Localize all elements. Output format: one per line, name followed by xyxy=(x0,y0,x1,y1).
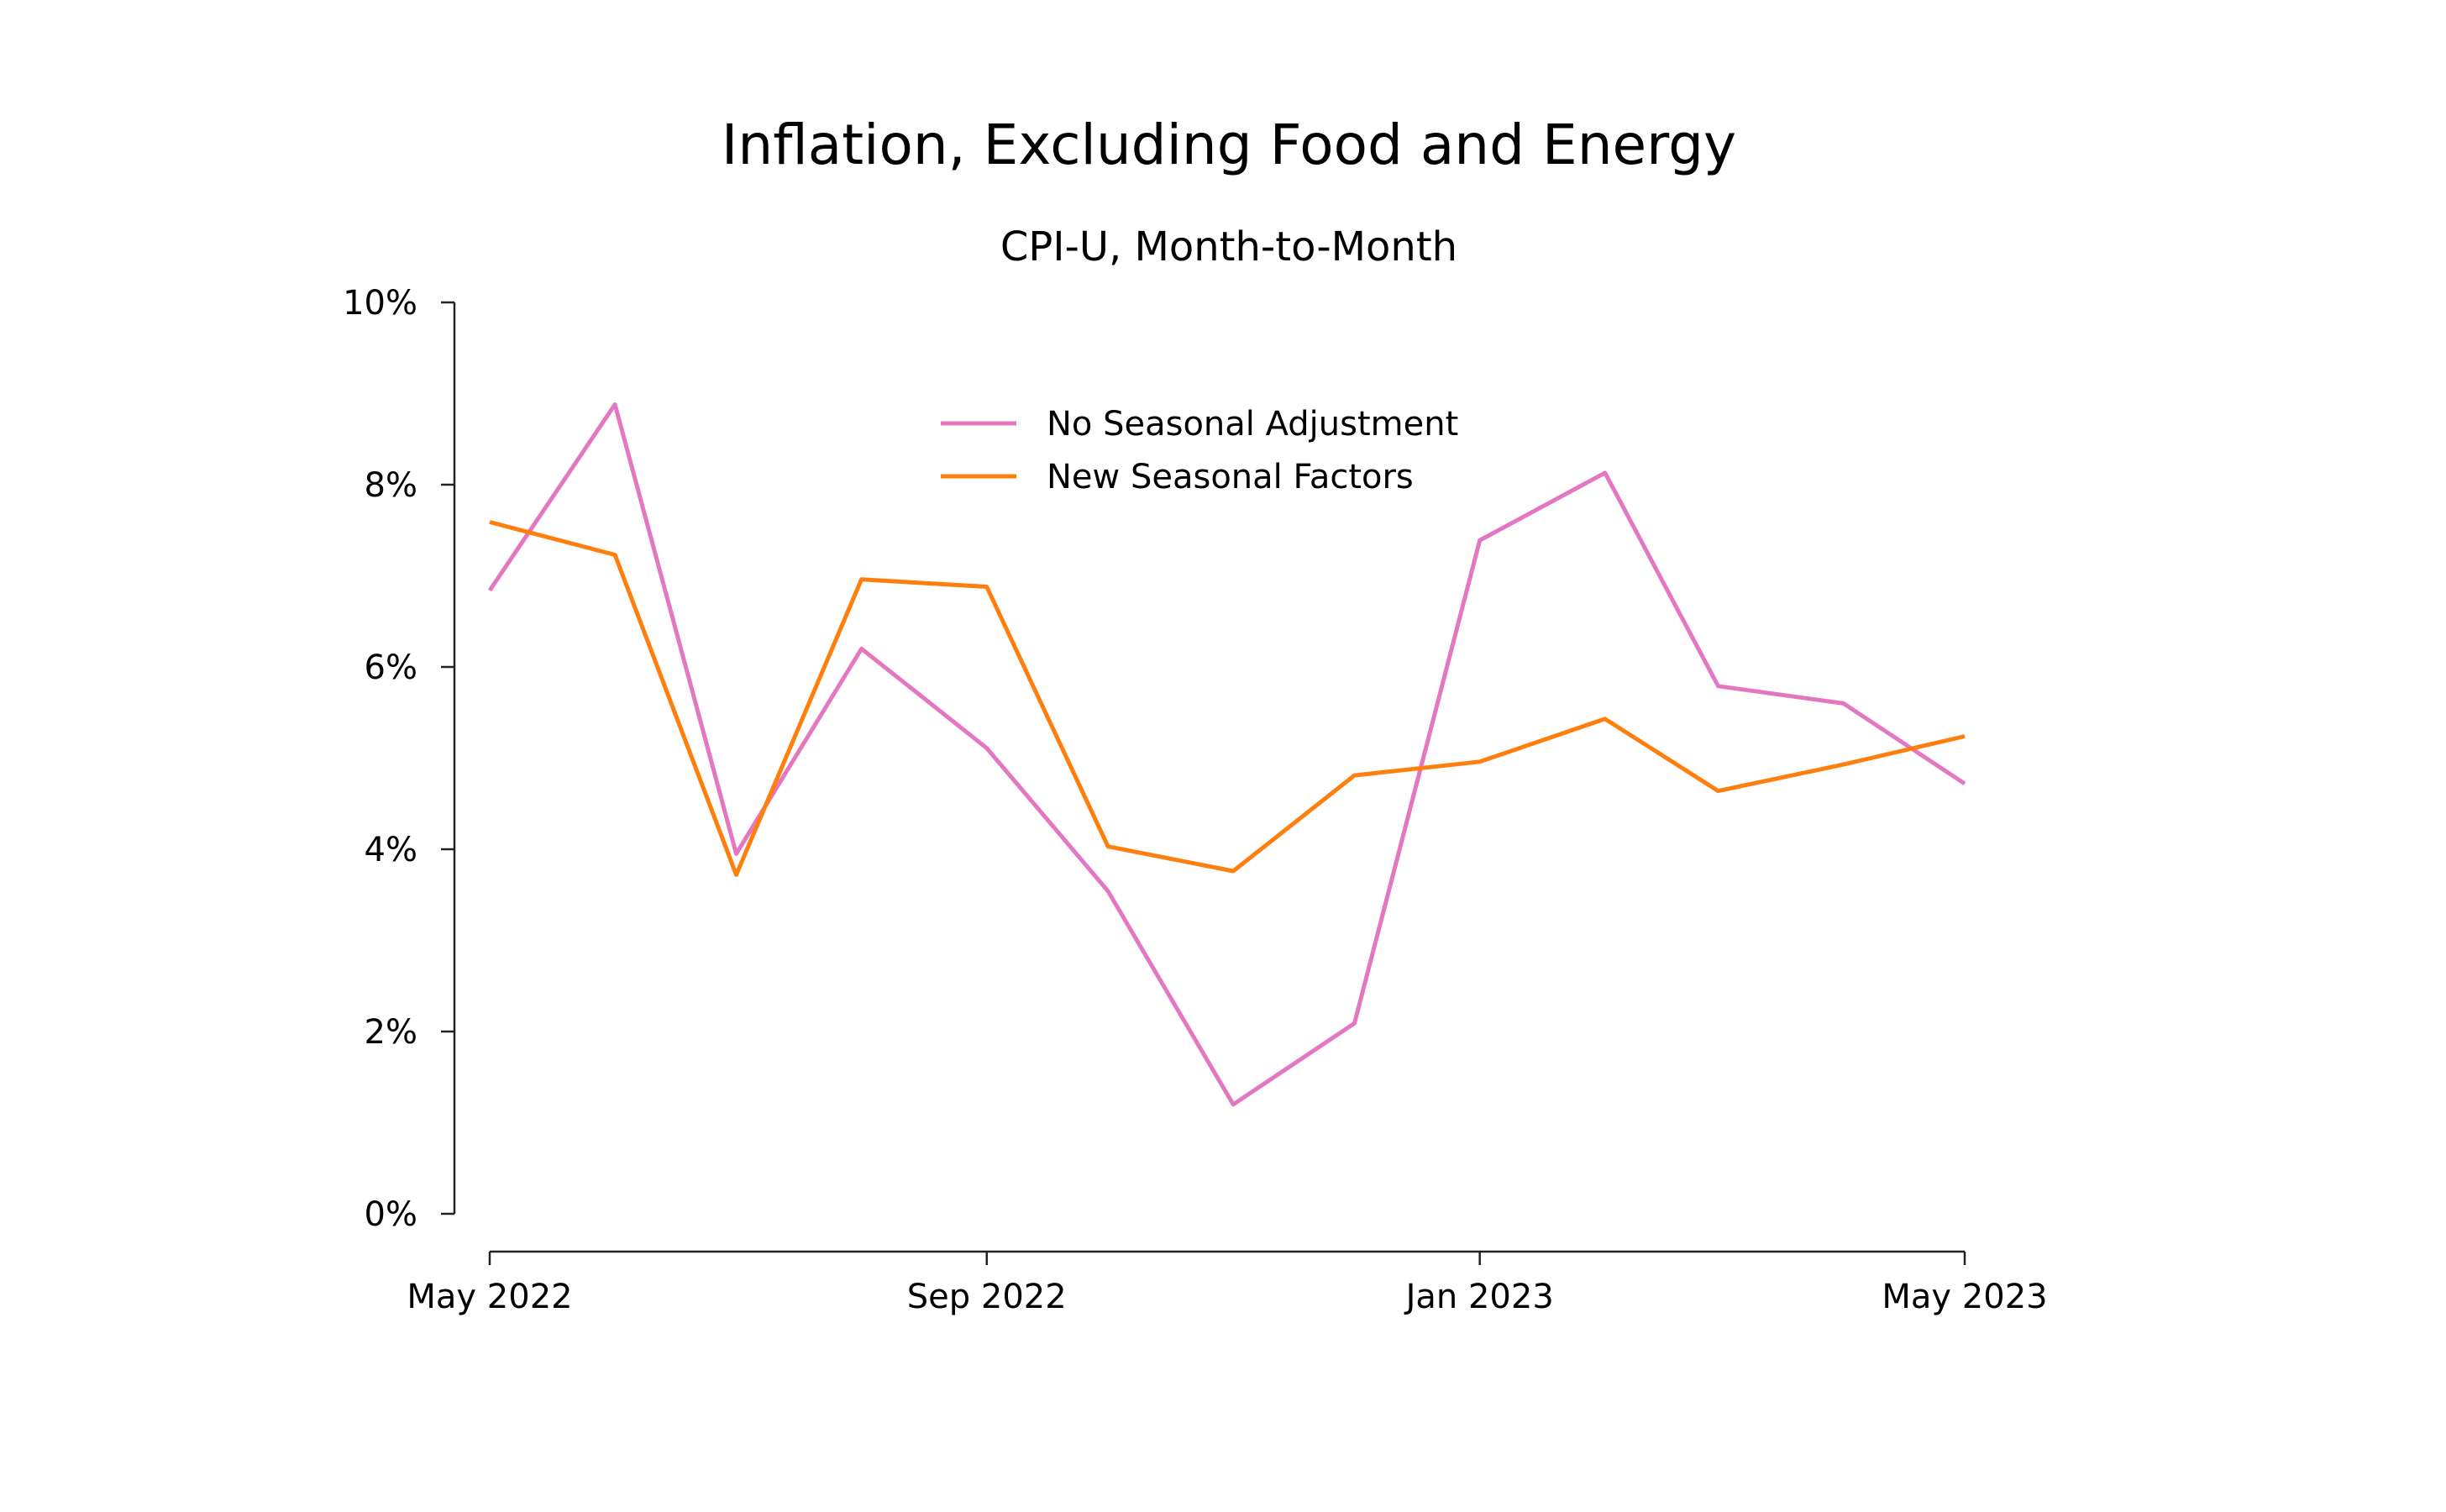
y-tick-label: 10% xyxy=(343,284,417,323)
chart-title: Inflation, Excluding Food and Energy xyxy=(722,113,1736,177)
x-axis: May 2022 Sep 2022 Jan 2023 May 2023 xyxy=(407,1250,2048,1316)
chart-subtitle: CPI-U, Month-to-Month xyxy=(1000,223,1457,270)
y-tick-label: 0% xyxy=(365,1195,417,1234)
series-group xyxy=(487,402,1966,1107)
legend: No Seasonal Adjustment New Seasonal Facto… xyxy=(941,405,1458,496)
x-tick-label: Sep 2022 xyxy=(907,1278,1067,1316)
legend-label: No Seasonal Adjustment xyxy=(1047,405,1458,444)
y-tick-label: 8% xyxy=(365,466,417,505)
x-tick-label: May 2022 xyxy=(407,1278,572,1316)
series-line-0 xyxy=(487,402,1966,1107)
y-tick-label: 4% xyxy=(365,831,417,869)
y-tick-label: 6% xyxy=(365,648,417,687)
series-line-1 xyxy=(489,520,1966,877)
x-tick-label: Jan 2023 xyxy=(1404,1278,1554,1316)
y-axis: 0% 2% 4% 6% 8% 10% xyxy=(343,284,456,1234)
legend-label: New Seasonal Factors xyxy=(1047,458,1414,496)
x-tick-label: May 2023 xyxy=(1882,1278,2047,1316)
y-tick-label: 2% xyxy=(365,1013,417,1052)
